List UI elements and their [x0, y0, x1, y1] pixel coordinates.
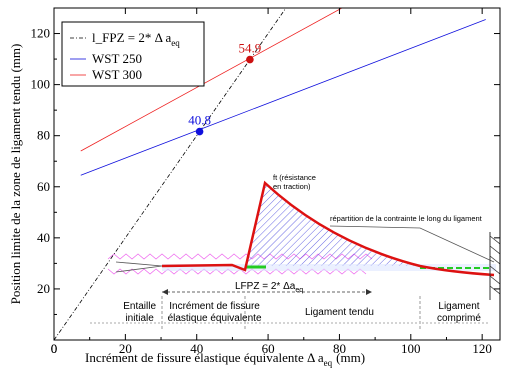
y-tick-label-4: 100	[31, 77, 51, 92]
intersection-point-1	[246, 55, 254, 64]
points-layer: 40.8 54.9	[188, 41, 261, 136]
ligament-band	[162, 264, 496, 271]
zone-label-3-line-1: comprimé	[437, 313, 481, 324]
legend: l_FPZ = 2* Δ aeq WST 250 WST 300	[61, 21, 205, 87]
x-ticks: 0 20 40 60 80 100 120	[51, 8, 492, 356]
x-tick-label-6: 120	[472, 341, 492, 356]
zone-label-0-line-1: initiale	[125, 313, 154, 324]
series-line-1	[80, 19, 486, 176]
distribution-label: répartition de la contrainte le long du …	[330, 214, 483, 223]
x-axis-label-sub: eq	[324, 358, 333, 368]
legend-label-wst300: WST 300	[92, 67, 142, 82]
lfpz-label-main: LFPZ = 2* Δa	[235, 281, 296, 292]
x-tick-label-3: 60	[262, 341, 275, 356]
y-tick-label-2: 60	[37, 179, 50, 194]
x-tick-label-5: 100	[401, 341, 421, 356]
x-axis-label-main: Incrément de fissure élastique équivalen…	[85, 350, 324, 365]
y-ticks: 20 40 60 80 100 120 0	[31, 26, 500, 356]
series-layer	[54, 8, 486, 340]
zone-label-3-line-0: Ligament	[438, 301, 479, 312]
legend-label-lfpz-main: l_FPZ = 2* Δ a	[92, 30, 171, 45]
lfpz-label-sub: eq	[295, 287, 303, 294]
legend-label-wst250: WST 250	[92, 51, 142, 66]
intersection-label-0: 40.8	[188, 113, 211, 128]
series-line-2	[80, 8, 343, 152]
origin-label: 0	[51, 341, 58, 356]
y-tick-label-3: 80	[37, 128, 50, 143]
wall-hatch	[489, 235, 500, 295]
y-tick-label-0: 20	[37, 281, 50, 296]
stress-hatch-area	[245, 183, 420, 270]
zone-label-2-line-0: Ligament tendu	[305, 307, 374, 318]
x-tick-label-4: 80	[333, 341, 346, 356]
stress-schematic	[90, 180, 500, 330]
zone-label-1-line-0: Incrément de fissure	[169, 301, 260, 312]
y-axis-label: Position limite de la zone de ligament t…	[8, 44, 23, 305]
x-tick-label-1: 20	[119, 341, 132, 356]
series-line-0	[54, 8, 287, 340]
plot-area: 40.8 54.9	[54, 8, 500, 340]
intersection-point-0	[195, 127, 204, 136]
zone-separators	[161, 296, 421, 330]
peak-label-line1: ft (résistance	[273, 173, 316, 182]
lfpz-label: LFPZ = 2* Δaeq	[235, 281, 303, 294]
x-axis-label-unit: (mm)	[336, 350, 365, 365]
legend-label-lfpz: l_FPZ = 2* Δ aeq	[92, 30, 180, 48]
plot-frame	[53, 7, 501, 341]
outline-lines	[115, 225, 495, 273]
x-tick-label-0: 0	[51, 341, 58, 356]
stress-curve	[161, 180, 495, 277]
y-tick-label-1: 40	[37, 230, 50, 245]
intersection-label-1: 54.9	[239, 41, 262, 56]
legend-label-lfpz-sub: eq	[171, 38, 180, 48]
x-axis-label: Incrément de fissure élastique équivalen…	[85, 350, 365, 368]
peak-label-line2: en traction)	[273, 182, 311, 191]
y-tick-label-5: 120	[31, 26, 51, 41]
zone-label-1-line-1: élastique équivalente	[168, 313, 262, 324]
zone-label-0-line-0: Entaille	[123, 301, 156, 312]
x-tick-label-2: 40	[190, 341, 203, 356]
